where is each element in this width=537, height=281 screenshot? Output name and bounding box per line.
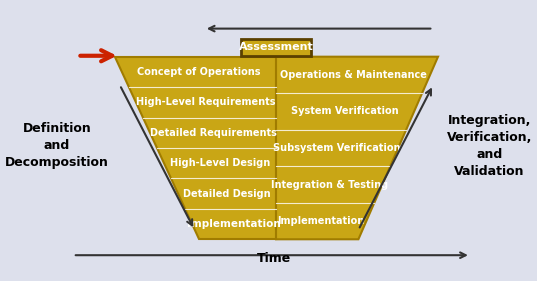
Polygon shape (276, 57, 438, 239)
Text: Subsystem Verification: Subsystem Verification (273, 143, 401, 153)
FancyBboxPatch shape (241, 39, 311, 56)
Text: Detailed Requirements: Detailed Requirements (150, 128, 277, 138)
Text: Time: Time (257, 251, 291, 265)
Text: Detailed Design: Detailed Design (183, 189, 271, 199)
Text: Integration & Testing: Integration & Testing (271, 180, 388, 189)
Text: High-Level Requirements: High-Level Requirements (136, 97, 276, 107)
Text: Implementation: Implementation (187, 219, 281, 229)
Text: High-Level Design: High-Level Design (170, 158, 270, 168)
Text: System Verification: System Verification (291, 106, 399, 116)
Text: Operations & Maintenance: Operations & Maintenance (280, 70, 426, 80)
Text: Concept of Operations: Concept of Operations (137, 67, 261, 77)
Polygon shape (115, 57, 276, 239)
Text: Integration,
Verification,
and
Validation: Integration, Verification, and Validatio… (447, 114, 532, 178)
Text: Implementation: Implementation (278, 216, 365, 226)
Text: Definition
and
Decomposition: Definition and Decomposition (5, 122, 109, 169)
Text: Assessment: Assessment (238, 42, 314, 52)
